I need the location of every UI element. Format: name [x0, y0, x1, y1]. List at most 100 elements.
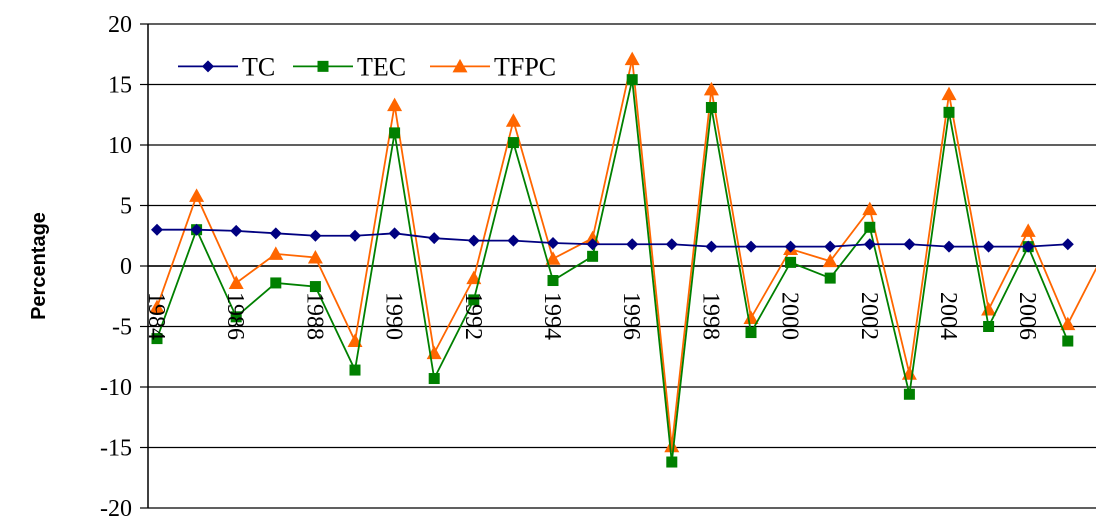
- data-point-tc: [269, 227, 282, 240]
- legend: TC TEC TFPC: [178, 52, 556, 81]
- data-point-tfpc: [822, 253, 838, 268]
- x-tick-label: 1994: [539, 292, 565, 340]
- data-point-tec: [785, 256, 797, 268]
- data-point-tec: [309, 281, 321, 293]
- data-point-tec: [864, 221, 876, 233]
- series-line-tc: [157, 228, 1068, 248]
- data-point-tfpc: [387, 97, 403, 112]
- x-tick-label: 1998: [697, 292, 723, 340]
- data-point-tc: [428, 232, 441, 245]
- legend-item-tec: TEC: [293, 52, 406, 81]
- data-point-tfpc: [664, 438, 680, 453]
- data-point-tec: [626, 74, 638, 86]
- y-tick-label: -15: [100, 436, 132, 462]
- legend-item-tfpc: TFPC: [430, 52, 556, 81]
- data-point-tc: [1022, 240, 1035, 253]
- data-point-tfpc: [1020, 223, 1036, 237]
- y-axis-label: Percentage: [28, 212, 50, 320]
- data-point-tec: [230, 311, 242, 323]
- y-tick-label: 10: [108, 133, 132, 159]
- data-point-tfpc: [703, 81, 719, 96]
- x-tick-label: 1990: [381, 292, 407, 340]
- data-point-tc: [705, 240, 718, 253]
- data-point-tc: [1061, 238, 1074, 251]
- data-point-tc: [982, 240, 995, 253]
- data-point-tc: [586, 238, 599, 251]
- series-line-tfpc: [156, 58, 1096, 447]
- axes: [147, 24, 1096, 508]
- series-tfpc: [149, 51, 1096, 453]
- legend-item-tc: TC: [178, 52, 275, 81]
- data-point-tfpc: [1060, 316, 1076, 331]
- data-point-tfpc: [743, 310, 759, 325]
- data-point-tec: [389, 127, 401, 139]
- y-tick-label: 20: [108, 12, 132, 38]
- data-point-tfpc: [981, 302, 997, 316]
- data-point-tec: [943, 106, 955, 118]
- data-point-tec: [428, 373, 440, 385]
- data-point-tfpc: [624, 51, 640, 66]
- x-tick-label: 1984: [143, 292, 169, 340]
- legend-marker-tfpc: [452, 58, 468, 73]
- data-point-tc: [388, 227, 401, 240]
- data-point-tc: [507, 234, 520, 247]
- data-point-tc: [903, 238, 916, 251]
- data-point-tc: [151, 223, 163, 236]
- data-point-tc: [230, 224, 243, 237]
- data-point-tec: [705, 101, 717, 113]
- series-tc: [151, 223, 1074, 253]
- data-point-tfpc: [228, 275, 244, 289]
- data-point-tfpc: [307, 250, 323, 264]
- data-point-tec: [745, 327, 757, 339]
- x-axis-ticks: 1984 1986 1988 1990 1992 1994 1996 1998 2000 2002…: [143, 292, 1040, 340]
- data-point-tec: [587, 250, 599, 262]
- data-point-tfpc: [268, 246, 284, 260]
- data-point-tec: [824, 272, 836, 284]
- data-point-tc: [824, 240, 837, 253]
- x-tick-label: 2006: [1014, 292, 1040, 340]
- x-tick-label: 1992: [460, 292, 486, 340]
- data-point-tfpc: [149, 299, 165, 314]
- data-point-tc: [547, 237, 559, 250]
- y-tick-label: -10: [100, 375, 132, 401]
- data-point-tec: [1062, 335, 1074, 347]
- data-point-tfpc: [941, 86, 957, 101]
- data-point-tec: [507, 137, 519, 149]
- x-tick-label: 1996: [618, 292, 644, 340]
- data-point-tfpc: [505, 113, 521, 127]
- data-point-tc: [349, 229, 361, 242]
- data-point-tc: [943, 240, 955, 253]
- legend-marker-tc: [202, 60, 214, 73]
- data-point-tec: [270, 277, 282, 289]
- data-point-tc: [745, 240, 757, 253]
- data-point-tec: [547, 275, 559, 287]
- data-point-tec: [666, 456, 678, 468]
- legend-label-tc: TC: [242, 52, 275, 81]
- x-tick-label: 1988: [301, 292, 327, 340]
- y-tick-label: 0: [120, 254, 132, 280]
- legend-label-tec: TEC: [357, 52, 406, 81]
- data-point-tc: [665, 238, 678, 251]
- series-tec: [151, 74, 1074, 468]
- data-point-tfpc: [189, 188, 205, 202]
- data-point-tc: [784, 240, 797, 253]
- x-tick-label: 1986: [222, 292, 248, 340]
- y-tick-label: -5: [112, 315, 132, 341]
- series-layer: [149, 51, 1096, 468]
- data-point-tc: [863, 238, 876, 251]
- legend-label-tfpc: TFPC: [494, 52, 556, 81]
- data-point-tec: [983, 321, 995, 332]
- data-point-tec: [151, 333, 163, 345]
- y-tick-label: 5: [120, 194, 132, 220]
- data-point-tec: [349, 364, 361, 376]
- data-point-tec: [468, 294, 480, 306]
- x-tick-label: 2004: [935, 292, 961, 340]
- data-point-tc: [309, 229, 322, 242]
- data-point-tfpc: [466, 270, 482, 285]
- data-point-tc: [190, 223, 203, 236]
- data-point-tc: [626, 238, 639, 251]
- data-point-tfpc: [545, 251, 561, 265]
- legend-marker-tec: [317, 60, 329, 72]
- series-line-tec: [156, 79, 1069, 463]
